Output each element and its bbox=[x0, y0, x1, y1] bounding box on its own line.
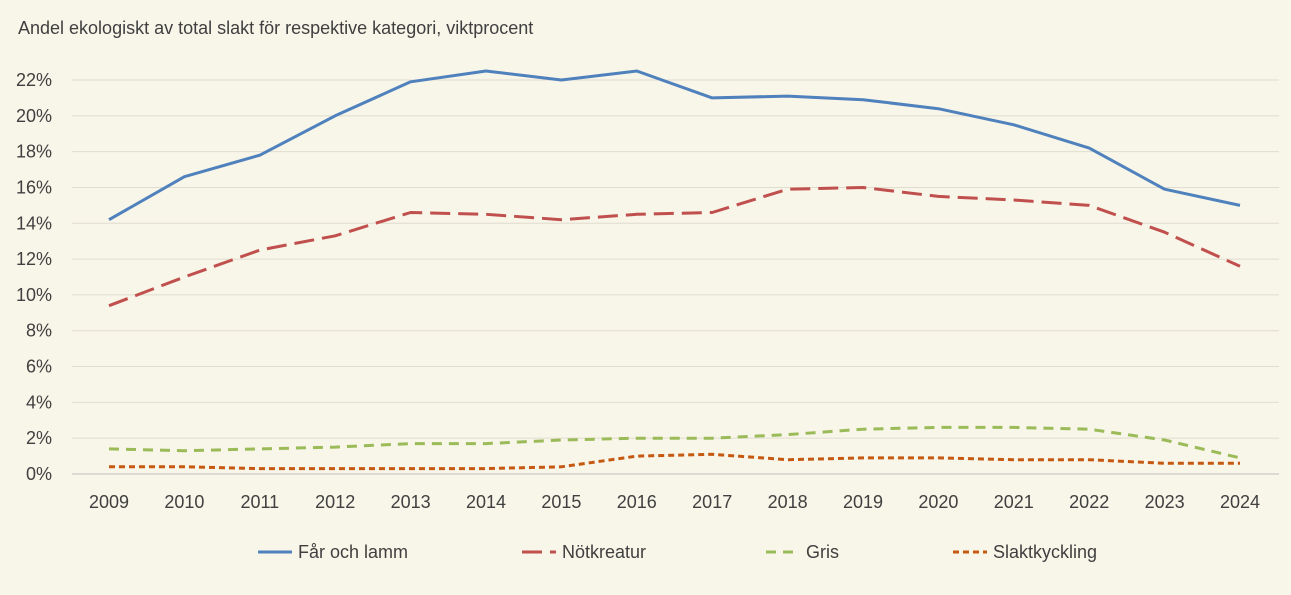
legend: Får och lamm Nötkreatur Gris Slaktkyckling bbox=[258, 542, 1097, 562]
x-tick-label: 2021 bbox=[994, 492, 1034, 512]
series-line-nötkreatur bbox=[108, 186, 1241, 308]
x-tick-label: 2011 bbox=[240, 492, 279, 512]
axes: 0% 2% 4% 6% 8% 10% 12% 14% 16% 18% 20% 22% 2009 2010 2… bbox=[16, 70, 1260, 512]
y-tick-label: 0% bbox=[26, 464, 52, 484]
series-line-gris bbox=[108, 425, 1241, 460]
x-tick-label: 2019 bbox=[843, 492, 883, 512]
series-lines bbox=[108, 69, 1241, 471]
x-tick-label: 2014 bbox=[466, 492, 506, 512]
series-line-slaktkyckling bbox=[109, 452, 1240, 471]
x-tick-label: 2018 bbox=[768, 492, 808, 512]
y-tick-label: 10% bbox=[16, 285, 52, 305]
x-tick-label: 2023 bbox=[1145, 492, 1185, 512]
x-tick-label: 2017 bbox=[692, 492, 732, 512]
y-tick-label: 8% bbox=[26, 321, 52, 341]
x-tick-label: 2022 bbox=[1069, 492, 1109, 512]
y-tick-label: 16% bbox=[16, 177, 52, 197]
chart-title: Andel ekologiskt av total slakt för resp… bbox=[18, 18, 534, 38]
y-tick-label: 12% bbox=[16, 249, 52, 269]
x-tick-label: 2016 bbox=[617, 492, 657, 512]
y-tick-label: 6% bbox=[26, 357, 52, 377]
x-tick-label: 2009 bbox=[89, 492, 129, 512]
x-tick-label: 2024 bbox=[1220, 492, 1260, 512]
x-tick-label: 2010 bbox=[164, 492, 204, 512]
legend-label: Nötkreatur bbox=[562, 542, 646, 562]
legend-label: Gris bbox=[806, 542, 839, 562]
x-tick-label: 2015 bbox=[541, 492, 581, 512]
y-tick-label: 22% bbox=[16, 70, 52, 90]
x-tick-label: 2012 bbox=[315, 492, 355, 512]
y-tick-label: 4% bbox=[26, 392, 52, 412]
y-tick-label: 2% bbox=[26, 428, 52, 448]
legend-label: Slaktkyckling bbox=[993, 542, 1097, 562]
gridlines bbox=[72, 79, 1279, 475]
y-tick-label: 20% bbox=[16, 106, 52, 126]
y-tick-label: 18% bbox=[16, 142, 52, 162]
x-tick-label: 2013 bbox=[391, 492, 431, 512]
y-tick-label: 14% bbox=[16, 213, 52, 233]
legend-label: Får och lamm bbox=[298, 542, 408, 562]
x-tick-label: 2020 bbox=[918, 492, 958, 512]
series-line-får-och-lamm bbox=[108, 69, 1241, 222]
